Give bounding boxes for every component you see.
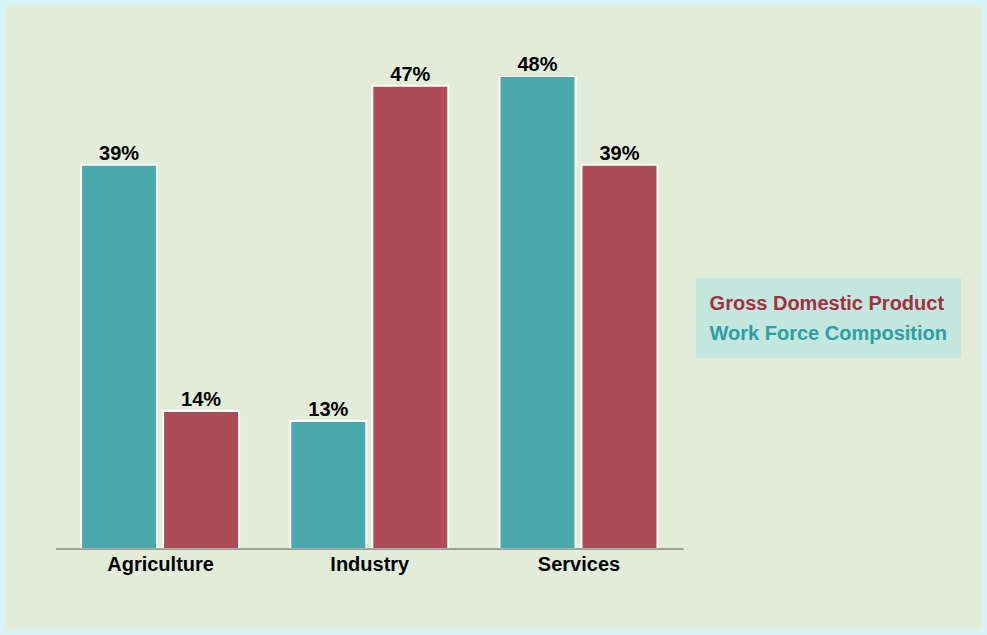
html-text:Gross Domestic Product: Gross Domestic Product <box>709 291 945 314</box>
svg-text:14%: 14% <box>181 388 221 410</box>
svg-text:47%: 47% <box>390 63 430 85</box>
svg-text:39%: 39% <box>599 142 639 164</box>
svg-text:48%: 48% <box>517 53 557 75</box>
svg-text:Services: Services <box>538 553 620 575</box>
svg-text:13%: 13% <box>308 398 348 420</box>
html-text:Work Force Composition: Work Force Composition <box>709 321 947 344</box>
svg-text:Industry: Industry <box>330 553 410 575</box>
svg-text:39%: 39% <box>99 142 139 164</box>
svg-text:Agriculture: Agriculture <box>107 553 214 575</box>
